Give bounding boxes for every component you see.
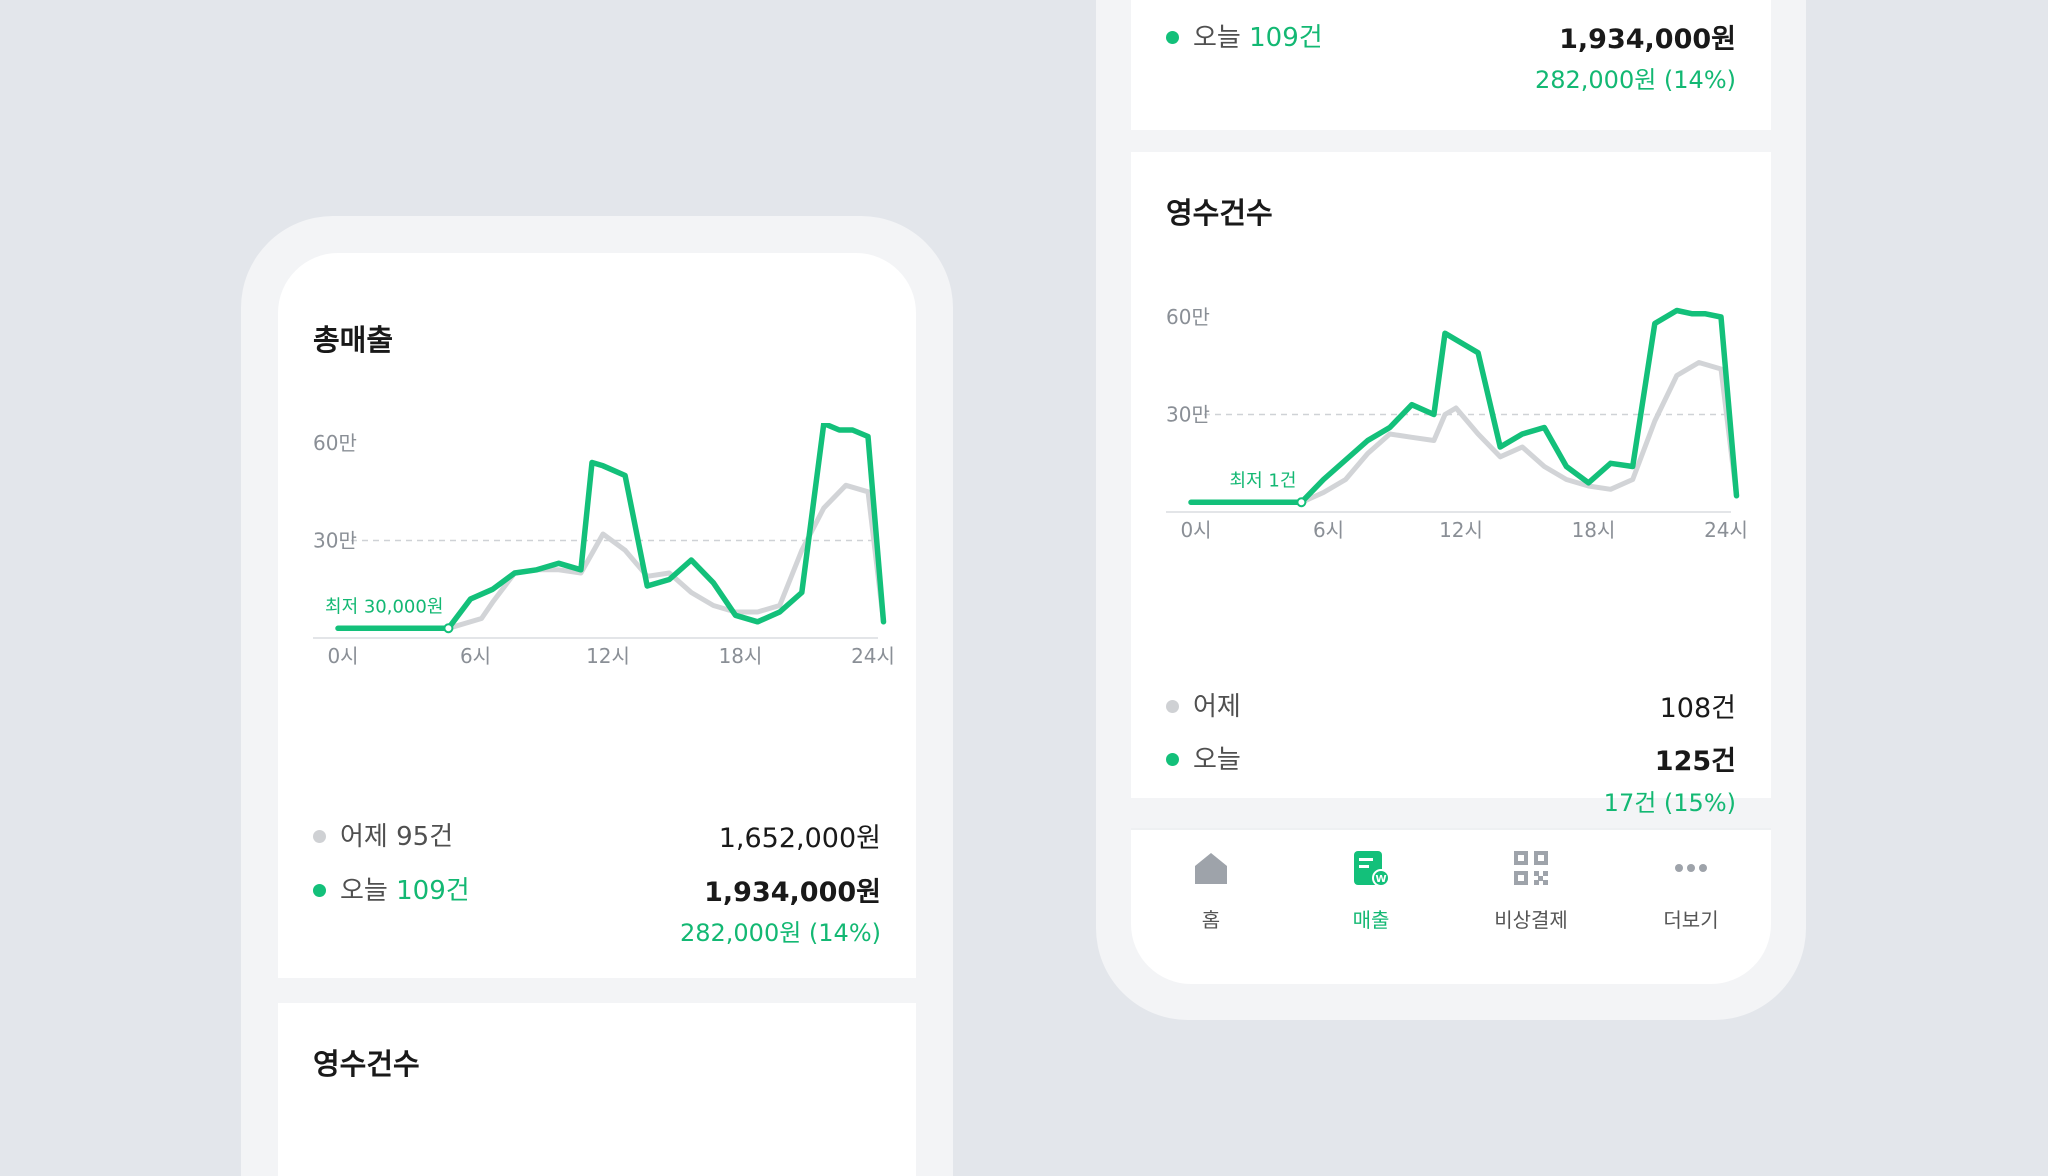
sales-chart: 30만 60만 0시 6시 12시 18시 24시 최저 30,000원 [313, 423, 895, 668]
yesterday-value: 1,652,000원 [718, 823, 881, 854]
today-line [1188, 307, 1740, 506]
x-tick-label: 0시 [1180, 518, 1211, 542]
tab-more[interactable]: 더보기 [1611, 830, 1771, 984]
today-legend-dot [1166, 31, 1179, 44]
more-dots-icon [1675, 864, 1707, 872]
x-tick-label: 24시 [851, 644, 895, 668]
today-value: 1,934,000원 [704, 877, 881, 908]
today-count: 109건 [396, 876, 470, 906]
sales-summary-card: 오늘 109건 1,934,000원 282,000원 (14%) [1131, 0, 1771, 130]
today-row: 오늘 125건 [1166, 739, 1736, 779]
qr-code-icon [1514, 851, 1548, 885]
x-tick-label: 12시 [586, 644, 630, 668]
today-diff: 282,000원 (14%) [1534, 66, 1736, 94]
today-value: 125건 [1654, 746, 1736, 777]
x-tick-label: 18시 [719, 644, 763, 668]
min-point-marker [443, 623, 454, 634]
today-line [335, 423, 887, 632]
x-tick-label: 24시 [1704, 518, 1748, 542]
today-diff: 17건 (15%) [1603, 789, 1736, 817]
tab-emergency-payment[interactable]: 비상결제 [1451, 830, 1611, 984]
left-phone-frame: 총매출 30만 60만 0시 6시 12시 18시 24시 최저 30,000원 어제 95건… [241, 216, 953, 1176]
today-diff: 282,000원 (14%) [679, 919, 881, 947]
yesterday-row: 어제 108건 [1166, 686, 1736, 726]
today-legend-dot [313, 884, 326, 897]
yesterday-row: 어제 95건 1,652,000원 [313, 816, 881, 856]
today-value: 1,934,000원 [1559, 24, 1736, 55]
right-phone-screen: 오늘 109건 1,934,000원 282,000원 (14%) 영수건수 3… [1131, 0, 1771, 984]
x-tick-label: 6시 [1313, 518, 1344, 542]
yesterday-label: 어제 [1193, 692, 1241, 722]
today-label: 오늘 109건 [340, 870, 470, 907]
today-legend-dot [1166, 753, 1179, 766]
min-point-marker [1296, 497, 1307, 508]
tab-emergency-payment-label: 비상결제 [1494, 908, 1568, 932]
yesterday-line [1188, 360, 1739, 505]
x-tick-label: 12시 [1439, 518, 1483, 542]
tab-sales[interactable]: W 매출 [1291, 830, 1451, 984]
x-tick-label: 0시 [327, 644, 358, 668]
min-label: 최저 30,000원 [325, 596, 443, 617]
sales-card-title: 총매출 [313, 323, 394, 357]
sales-receipt-icon: W [1354, 851, 1390, 887]
today-row: 오늘 109건 1,934,000원 [313, 870, 881, 910]
today-label-prefix: 오늘 [1193, 23, 1250, 53]
receipts-chart: 30만 60만 0시 6시 12시 18시 24시 최저 1건 [1166, 305, 1748, 542]
y-tick-label: 30만 [1166, 403, 1210, 427]
yesterday-legend-dot [313, 830, 326, 843]
y-tick-label: 30만 [313, 529, 357, 553]
y-tick-label: 60만 [1166, 305, 1210, 329]
today-count: 109건 [1249, 23, 1323, 53]
receipts-card: 영수건수 [278, 1003, 916, 1176]
receipts-card-title: 영수건수 [1166, 196, 1273, 230]
tab-sales-label: 매출 [1352, 908, 1390, 932]
yesterday-legend-dot [1166, 700, 1179, 713]
today-label-prefix: 오늘 [340, 876, 397, 906]
x-tick-label: 18시 [1572, 518, 1616, 542]
svg-text:W: W [1375, 874, 1386, 885]
yesterday-label: 어제 95건 [340, 822, 454, 852]
today-label: 오늘 [1193, 745, 1241, 775]
left-phone-screen: 총매출 30만 60만 0시 6시 12시 18시 24시 최저 30,000원 어제 95건… [278, 253, 916, 1176]
y-tick-label: 60만 [313, 431, 357, 455]
receipts-card-title: 영수건수 [313, 1047, 420, 1081]
right-phone-frame: 오늘 109건 1,934,000원 282,000원 (14%) 영수건수 3… [1096, 0, 1806, 1020]
today-label: 오늘 109건 [1193, 17, 1323, 54]
tab-home[interactable]: 홈 [1131, 830, 1291, 984]
sales-card: 총매출 30만 60만 0시 6시 12시 18시 24시 최저 30,000원 어제 95건… [278, 253, 916, 978]
min-label: 최저 1건 [1230, 470, 1297, 491]
bottom-tab-bar: 홈 W 매출 [1131, 828, 1771, 984]
home-icon [1195, 853, 1227, 884]
tab-home-label: 홈 [1201, 908, 1221, 932]
tab-more-label: 더보기 [1663, 908, 1719, 932]
today-row: 오늘 109건 1,934,000원 [1166, 17, 1736, 57]
x-tick-label: 6시 [460, 644, 491, 668]
yesterday-value: 108건 [1659, 693, 1736, 724]
receipts-card: 영수건수 30만 60만 0시 6시 12시 18시 24시 최저 1건 어제 108건 오늘… [1131, 152, 1771, 798]
